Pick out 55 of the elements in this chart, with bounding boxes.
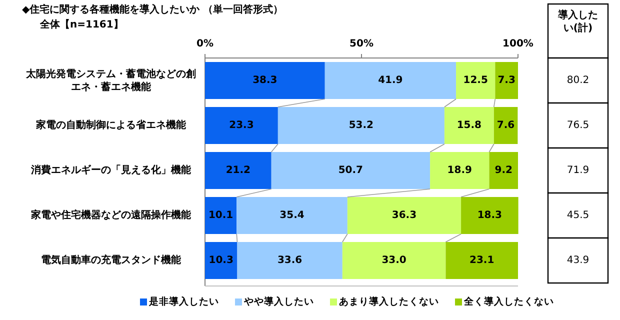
data-label: 53.2: [348, 120, 374, 131]
bar: [205, 62, 325, 99]
data-label: 15.8: [456, 120, 482, 131]
bar: [342, 242, 446, 279]
data-label: 23.1: [470, 255, 494, 266]
bar: [278, 107, 444, 144]
y-tick-label: 電気自動車の充電スタンド機能: [41, 254, 181, 267]
data-label: 7.3: [498, 75, 516, 86]
y-tick-label: 太陽光発電システム・蓄電池などの創エネ・蓄エネ機能: [24, 68, 197, 94]
bar: [324, 62, 456, 99]
data-label: 18.9: [447, 165, 472, 176]
y-tick-label: 消費エネルギーの「見える化」機能: [31, 164, 191, 177]
x-tick-label: 50%: [350, 38, 374, 50]
bar: [461, 197, 518, 234]
data-label: 18.3: [477, 210, 502, 221]
x-tick-label: 100%: [502, 38, 534, 50]
bar: [205, 152, 272, 189]
bar: [456, 62, 496, 99]
bar: [205, 197, 237, 234]
bar: [494, 107, 518, 144]
legend-label: 是非導入したい: [148, 296, 219, 308]
bar: [430, 152, 490, 189]
legend-label: やや導入したい: [243, 296, 314, 308]
data-label: 36.3: [392, 210, 417, 221]
data-label: 10.1: [208, 210, 234, 221]
text: 全体【n=1161】: [39, 18, 124, 30]
bar: [444, 107, 494, 144]
x-tick-label: 0%: [196, 38, 214, 50]
data-label: 9.2: [494, 165, 512, 176]
data-label: 12.5: [463, 75, 488, 86]
text: 導入したい(計): [557, 9, 599, 35]
bar: [347, 197, 462, 234]
data-label: 41.9: [378, 75, 403, 86]
bar: [237, 242, 342, 279]
legend-label: 全く導入したくない: [463, 296, 554, 308]
data-label: 10.3: [208, 255, 234, 266]
bar: [271, 152, 430, 189]
bar: [446, 242, 518, 279]
y-tick-label: 家電の自動制御による省エネ機能: [36, 119, 186, 132]
data-label: 33.0: [382, 255, 406, 266]
data-label: 7.6: [496, 120, 515, 131]
data-label: 33.6: [277, 255, 302, 266]
legend-label: あまり導入したくない: [339, 296, 439, 308]
chart-title: ◆住宅に関する各種機能を導入したいか （単一回答形式）: [22, 4, 284, 16]
bar: [236, 197, 348, 234]
data-label: 21.2: [226, 165, 251, 176]
data-label: 35.4: [280, 210, 304, 221]
bar: [495, 62, 518, 99]
y-tick-label: 家電や住宅機器などの遠隔操作機能: [31, 209, 191, 222]
bar: [205, 242, 238, 279]
bar: [205, 107, 278, 144]
data-label: 23.3: [229, 120, 254, 131]
bar: [489, 152, 518, 189]
data-label: 50.7: [338, 165, 364, 176]
data-label: 38.3: [252, 75, 278, 86]
